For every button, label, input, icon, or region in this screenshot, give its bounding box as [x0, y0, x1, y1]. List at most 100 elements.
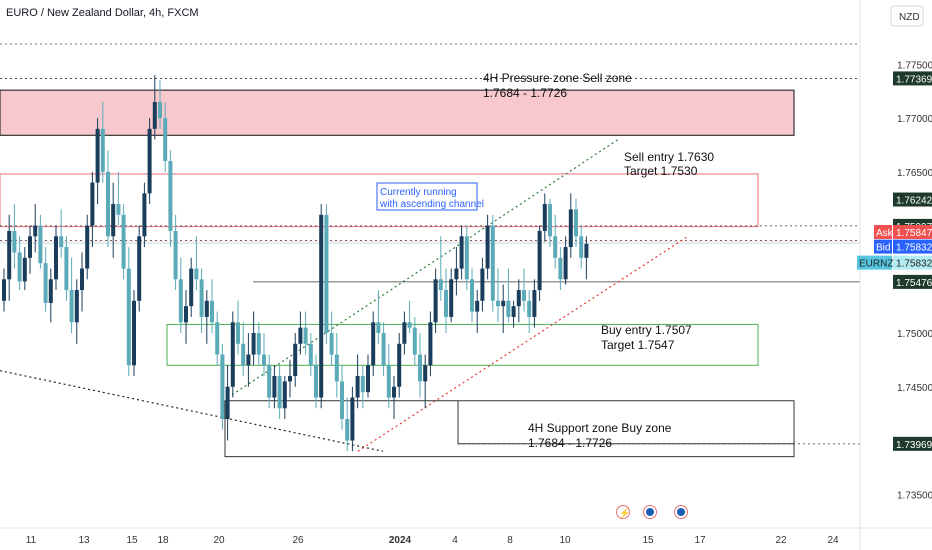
candle [334, 333, 339, 398]
candle-body [532, 290, 537, 317]
candle-body [277, 376, 282, 409]
candle-body [17, 252, 22, 282]
time-tick-label: 8 [507, 535, 513, 546]
candle [126, 247, 131, 377]
candle [152, 75, 157, 140]
candle [121, 204, 126, 280]
time-tick-label: 2024 [389, 535, 412, 546]
candle [111, 182, 116, 258]
candle [314, 354, 318, 409]
candle-body [376, 322, 381, 334]
candle-body [184, 306, 188, 323]
candle-body [475, 300, 480, 312]
lightning-glyph-icon: ⚡ [619, 507, 630, 519]
symbol-badge [893, 255, 932, 270]
ask-tag [874, 225, 892, 240]
candle [277, 365, 282, 420]
candle-body [511, 306, 516, 317]
candle-body [459, 236, 464, 269]
candle-body [168, 161, 173, 231]
candle [418, 333, 422, 398]
candle [173, 214, 178, 291]
candle-body [574, 209, 578, 237]
candle-body [132, 300, 136, 366]
candle [28, 225, 32, 274]
candle [376, 290, 381, 344]
candle-body [85, 225, 90, 269]
candle [298, 311, 303, 355]
candle [95, 118, 100, 205]
currency-button[interactable] [890, 5, 924, 27]
event-lightning-icon[interactable] [616, 505, 630, 519]
candle [449, 268, 454, 323]
candle [480, 257, 485, 312]
candle [267, 354, 272, 409]
candle [412, 316, 417, 366]
candle-body [412, 327, 417, 355]
candle-body [173, 230, 178, 280]
candle [158, 80, 162, 129]
candle-body [303, 327, 308, 344]
candle [470, 268, 474, 323]
candle-body [490, 225, 495, 301]
price-badge-label: 1.76242 [896, 196, 932, 207]
candle-body [350, 397, 355, 441]
candle-body [407, 322, 412, 328]
candle-body [2, 279, 6, 301]
candle [475, 290, 480, 334]
candle-body [423, 365, 428, 382]
buy-entry-label: Buy entry 1.7507 [601, 323, 692, 337]
candle-body [142, 193, 147, 237]
candle-body [433, 279, 438, 323]
candle [464, 225, 469, 291]
candle [542, 193, 547, 242]
candle-body [334, 354, 339, 382]
candle-body [147, 128, 152, 194]
candle-body [163, 118, 168, 162]
price-tick-label: 1.75000 [897, 329, 932, 340]
candle-body [298, 327, 303, 344]
candle-body [428, 322, 433, 366]
candle [308, 333, 313, 377]
candle-body [220, 354, 225, 420]
candle-body [272, 376, 277, 398]
candle-body [54, 236, 58, 280]
candle-body [246, 354, 251, 366]
candle-body [449, 279, 454, 317]
support-zone-title: 4H Support zone Buy zone [528, 421, 672, 435]
candle-body [69, 290, 74, 323]
candle-body [262, 354, 266, 366]
price-tick-label: 1.73500 [897, 490, 932, 501]
candle-body [537, 230, 542, 291]
candle-body [381, 333, 386, 366]
candle [522, 268, 526, 312]
price-badge-label: 1.77369 [896, 74, 932, 85]
time-tick-label: 18 [157, 535, 169, 546]
flag-dot-icon [646, 508, 654, 516]
candle-body [215, 322, 220, 355]
candle-body [568, 209, 573, 248]
candle-body [397, 343, 402, 387]
candle [350, 386, 355, 452]
candle [423, 354, 428, 409]
flag-dot-icon [677, 508, 685, 516]
candle-body [152, 101, 157, 129]
candle [272, 365, 277, 409]
candle [433, 268, 438, 334]
time-tick-label: 4 [452, 535, 458, 546]
candle [85, 214, 90, 280]
candle-body [7, 230, 12, 280]
candle-body [100, 128, 105, 172]
candle-body [542, 204, 547, 231]
candle-body [579, 236, 584, 258]
time-tick-label: 10 [559, 535, 571, 546]
candle-body [230, 322, 235, 387]
ask-badge [893, 225, 932, 240]
candle [584, 236, 589, 280]
candle [438, 236, 443, 301]
candle-body [22, 257, 27, 282]
candle-body [314, 365, 318, 398]
candle [262, 333, 266, 377]
candle [397, 333, 402, 398]
